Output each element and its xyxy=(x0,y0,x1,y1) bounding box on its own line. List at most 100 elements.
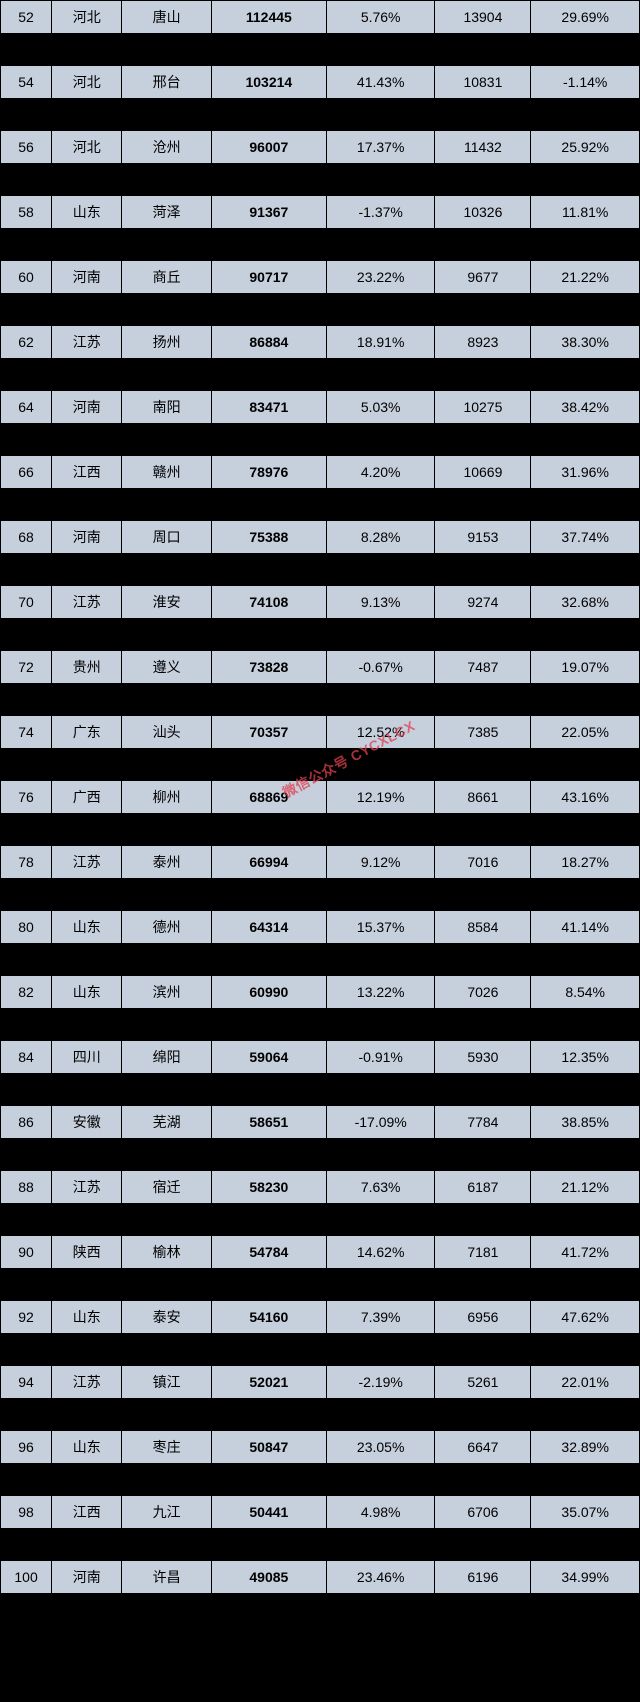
value2-cell: 7181 xyxy=(435,1236,531,1269)
pct1-cell: 23.22% xyxy=(326,261,435,294)
value1-cell: 54784 xyxy=(211,1236,326,1269)
table-row: 52河北唐山1124455.76%1390429.69% xyxy=(1,1,640,34)
data-table-container: 52河北唐山1124455.76%1390429.69% 54河北邢台10321… xyxy=(0,0,640,1594)
table-row: 74广东汕头7035712.52%738522.05% xyxy=(1,716,640,749)
value2-cell: 11432 xyxy=(435,131,531,164)
ranking-table: 52河北唐山1124455.76%1390429.69% 54河北邢台10321… xyxy=(0,0,640,1594)
pct2-cell: 43.16% xyxy=(531,781,640,814)
pct1-cell: 9.12% xyxy=(326,846,435,879)
spacer-row xyxy=(1,879,640,911)
rank-cell: 92 xyxy=(1,1301,52,1334)
spacer-row xyxy=(1,99,640,131)
pct1-cell: -1.37% xyxy=(326,196,435,229)
spacer-row xyxy=(1,944,640,976)
table-row: 78江苏泰州669949.12%701618.27% xyxy=(1,846,640,879)
value1-cell: 78976 xyxy=(211,456,326,489)
pct1-cell: 5.03% xyxy=(326,391,435,424)
value2-cell: 7784 xyxy=(435,1106,531,1139)
province-cell: 河南 xyxy=(52,1561,122,1594)
city-cell: 淮安 xyxy=(122,586,211,619)
province-cell: 河北 xyxy=(52,66,122,99)
rank-cell: 68 xyxy=(1,521,52,554)
city-cell: 周口 xyxy=(122,521,211,554)
table-row: 62江苏扬州8688418.91%892338.30% xyxy=(1,326,640,359)
city-cell: 沧州 xyxy=(122,131,211,164)
pct1-cell: 4.98% xyxy=(326,1496,435,1529)
pct2-cell: -1.14% xyxy=(531,66,640,99)
rank-cell: 90 xyxy=(1,1236,52,1269)
spacer-row xyxy=(1,684,640,716)
pct1-cell: 18.91% xyxy=(326,326,435,359)
pct1-cell: -0.91% xyxy=(326,1041,435,1074)
pct1-cell: 7.63% xyxy=(326,1171,435,1204)
pct1-cell: 9.13% xyxy=(326,586,435,619)
value2-cell: 8923 xyxy=(435,326,531,359)
value1-cell: 73828 xyxy=(211,651,326,684)
spacer-row xyxy=(1,1009,640,1041)
province-cell: 安徽 xyxy=(52,1106,122,1139)
value2-cell: 6196 xyxy=(435,1561,531,1594)
value2-cell: 9153 xyxy=(435,521,531,554)
value1-cell: 70357 xyxy=(211,716,326,749)
spacer-row xyxy=(1,1269,640,1301)
table-row: 56河北沧州9600717.37%1143225.92% xyxy=(1,131,640,164)
pct1-cell: 14.62% xyxy=(326,1236,435,1269)
province-cell: 江西 xyxy=(52,1496,122,1529)
rank-cell: 96 xyxy=(1,1431,52,1464)
rank-cell: 62 xyxy=(1,326,52,359)
pct1-cell: 12.19% xyxy=(326,781,435,814)
table-row: 92山东泰安541607.39%695647.62% xyxy=(1,1301,640,1334)
table-row: 96山东枣庄5084723.05%664732.89% xyxy=(1,1431,640,1464)
value2-cell: 6956 xyxy=(435,1301,531,1334)
province-cell: 江苏 xyxy=(52,326,122,359)
province-cell: 江苏 xyxy=(52,1171,122,1204)
value1-cell: 68869 xyxy=(211,781,326,814)
value2-cell: 8661 xyxy=(435,781,531,814)
province-cell: 江苏 xyxy=(52,1366,122,1399)
value1-cell: 50441 xyxy=(211,1496,326,1529)
city-cell: 遵义 xyxy=(122,651,211,684)
table-row: 94江苏镇江52021-2.19%526122.01% xyxy=(1,1366,640,1399)
spacer-row xyxy=(1,1529,640,1561)
spacer-row xyxy=(1,554,640,586)
city-cell: 扬州 xyxy=(122,326,211,359)
pct2-cell: 38.30% xyxy=(531,326,640,359)
province-cell: 江西 xyxy=(52,456,122,489)
spacer-row xyxy=(1,619,640,651)
value1-cell: 83471 xyxy=(211,391,326,424)
value1-cell: 50847 xyxy=(211,1431,326,1464)
value1-cell: 86884 xyxy=(211,326,326,359)
value1-cell: 49085 xyxy=(211,1561,326,1594)
spacer-row xyxy=(1,489,640,521)
table-row: 76广西柳州6886912.19%866143.16% xyxy=(1,781,640,814)
pct2-cell: 21.12% xyxy=(531,1171,640,1204)
value2-cell: 5930 xyxy=(435,1041,531,1074)
province-cell: 河北 xyxy=(52,1,122,34)
table-row: 98江西九江504414.98%670635.07% xyxy=(1,1496,640,1529)
value1-cell: 58651 xyxy=(211,1106,326,1139)
pct1-cell: 41.43% xyxy=(326,66,435,99)
city-cell: 南阳 xyxy=(122,391,211,424)
value2-cell: 7026 xyxy=(435,976,531,1009)
value1-cell: 54160 xyxy=(211,1301,326,1334)
pct2-cell: 12.35% xyxy=(531,1041,640,1074)
spacer-row xyxy=(1,749,640,781)
value2-cell: 6187 xyxy=(435,1171,531,1204)
pct1-cell: 7.39% xyxy=(326,1301,435,1334)
province-cell: 河北 xyxy=(52,131,122,164)
value1-cell: 90717 xyxy=(211,261,326,294)
value2-cell: 6647 xyxy=(435,1431,531,1464)
pct2-cell: 38.85% xyxy=(531,1106,640,1139)
table-row: 84四川绵阳59064-0.91%593012.35% xyxy=(1,1041,640,1074)
city-cell: 许昌 xyxy=(122,1561,211,1594)
value1-cell: 112445 xyxy=(211,1,326,34)
city-cell: 镇江 xyxy=(122,1366,211,1399)
table-row: 90陕西榆林5478414.62%718141.72% xyxy=(1,1236,640,1269)
value1-cell: 96007 xyxy=(211,131,326,164)
value2-cell: 9274 xyxy=(435,586,531,619)
pct2-cell: 22.01% xyxy=(531,1366,640,1399)
rank-cell: 72 xyxy=(1,651,52,684)
rank-cell: 52 xyxy=(1,1,52,34)
value2-cell: 13904 xyxy=(435,1,531,34)
rank-cell: 84 xyxy=(1,1041,52,1074)
